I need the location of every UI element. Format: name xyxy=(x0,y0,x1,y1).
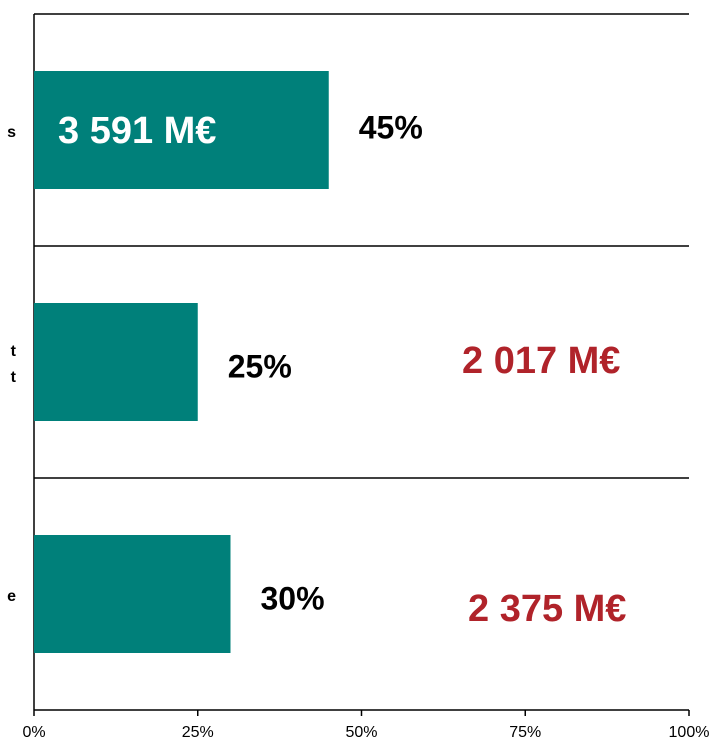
annotation: 3 591 M€ xyxy=(58,110,216,152)
x-tick-label: 0% xyxy=(22,724,45,741)
category-label: t xyxy=(11,343,17,360)
value-label: 45% xyxy=(359,109,423,145)
annotation: 2 375 M€ xyxy=(468,588,626,630)
value-label: 30% xyxy=(261,580,325,616)
x-tick-label: 25% xyxy=(182,724,214,741)
bar xyxy=(34,303,198,421)
category-label: t xyxy=(11,369,17,386)
annotation: 2 017 M€ xyxy=(462,340,620,382)
category-label: e xyxy=(7,588,16,605)
x-tick-label: 75% xyxy=(509,724,541,741)
bar xyxy=(34,71,329,189)
x-tick-label: 50% xyxy=(345,724,377,741)
value-label: 25% xyxy=(228,348,292,384)
category-label: s xyxy=(7,124,16,141)
x-tick-label: 100% xyxy=(669,724,710,741)
bar xyxy=(34,535,231,653)
